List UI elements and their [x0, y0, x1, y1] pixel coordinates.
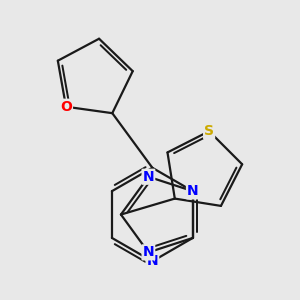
Text: N: N [142, 245, 154, 260]
Text: N: N [147, 254, 158, 268]
Text: N: N [187, 184, 199, 198]
Text: O: O [60, 100, 72, 114]
Text: N: N [187, 184, 199, 198]
Text: S: S [204, 124, 214, 138]
Text: N: N [142, 170, 154, 184]
